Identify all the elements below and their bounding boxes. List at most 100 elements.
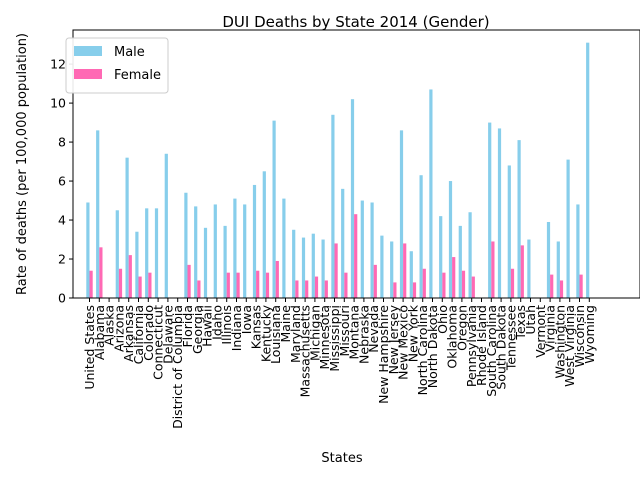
- bar-male-new-york: [409, 251, 413, 298]
- bar-female-massachusetts: [305, 280, 309, 298]
- x-tick-label: Illinois: [219, 305, 234, 345]
- bar-female-arkansas: [128, 255, 132, 298]
- bar-female-louisiana: [275, 260, 279, 298]
- bar-male-iowa: [243, 204, 247, 298]
- x-tick-label: California: [131, 305, 146, 364]
- x-tick-label: West Virginia: [562, 305, 577, 387]
- bar-male-nevada: [370, 202, 374, 298]
- bar-female-kansas: [256, 270, 260, 298]
- x-tick-label: Indiana: [229, 305, 244, 351]
- bar-male-tennessee: [507, 165, 511, 298]
- legend: Male Female: [65, 37, 169, 94]
- y-tick-label: 4: [58, 213, 66, 228]
- bar-male-south-carolina: [488, 122, 492, 298]
- bar-female-virginia: [550, 274, 554, 298]
- bar-female-nevada: [373, 264, 377, 298]
- y-axis-title: Rate of deaths (per 100,000 population): [15, 33, 30, 295]
- x-tick-label: Nevada: [366, 305, 381, 353]
- bar-female-florida: [187, 264, 191, 298]
- bar-male-north-carolina: [419, 175, 423, 298]
- bar-female-south-carolina: [491, 241, 495, 298]
- x-tick-label: Georgia: [190, 305, 205, 354]
- bar-female-new-york: [412, 282, 417, 298]
- x-tick-label: Connecticut: [151, 305, 166, 380]
- x-tick-label: Nebraska: [356, 305, 371, 364]
- bar-female-new-mexico: [403, 243, 407, 298]
- bar-male-oklahoma: [448, 181, 453, 298]
- legend-swatch-female: [74, 69, 102, 79]
- bar-male-kentucky: [262, 171, 266, 298]
- x-tick-label: Colorado: [141, 305, 156, 361]
- x-tick-label: New York: [405, 304, 420, 362]
- x-tick-label: Arkansas: [121, 305, 136, 362]
- bar-female-california: [138, 276, 142, 298]
- x-tick-label: Michigan: [307, 305, 322, 361]
- x-tick-label: New Mexico: [396, 305, 411, 380]
- y-axis-ticks: 0 2 4 6 8 10 12: [50, 57, 73, 306]
- bar-female-oregon: [461, 270, 466, 298]
- x-tick-label: New Hampshire: [376, 305, 391, 404]
- bar-male-washington: [556, 241, 560, 298]
- bar-male-hawaii: [203, 227, 208, 298]
- x-tick-label: Wisconsin: [572, 305, 587, 367]
- bar-male-new-mexico: [399, 130, 404, 298]
- bar-female-kentucky: [265, 272, 270, 298]
- bar-male-ohio: [439, 216, 443, 298]
- bar-male-montana: [350, 99, 355, 298]
- legend-label-male: Male: [114, 45, 145, 60]
- bar-male-united-states: [86, 202, 90, 298]
- x-tick-label: Montana: [347, 305, 362, 360]
- bar-female-new-jersey: [393, 282, 397, 298]
- bar-male-minnesota: [321, 239, 325, 298]
- x-tick-label: Oregon: [454, 305, 469, 351]
- x-tick-label: Louisiana: [268, 305, 283, 364]
- bar-female-wisconsin: [579, 274, 583, 298]
- bar-male-wisconsin: [576, 204, 580, 298]
- bar-male-new-jersey: [390, 241, 394, 298]
- bar-male-georgia: [194, 206, 198, 298]
- x-axis-ticks: United StatesAlabamaAlaskaArizonaArkansa…: [82, 298, 597, 429]
- bar-male-indiana: [233, 198, 237, 298]
- chart-title: DUI Deaths by State 2014 (Gender): [222, 13, 489, 31]
- bar-female-united-states: [89, 270, 93, 298]
- bar-female-colorado: [148, 272, 152, 298]
- bar-male-south-dakota: [497, 128, 502, 298]
- bar-male-massachusetts: [301, 237, 306, 298]
- x-tick-label: Pennsylvania: [464, 305, 479, 387]
- x-tick-label: Kansas: [249, 305, 264, 349]
- bar-male-kansas: [252, 184, 257, 298]
- bar-female-missouri: [344, 272, 348, 298]
- bar-male-maryland: [292, 229, 296, 298]
- x-tick-label: Maine: [278, 305, 293, 343]
- x-tick-label: Ohio: [435, 305, 450, 334]
- bar-female-oklahoma: [452, 257, 456, 298]
- x-axis-title: States: [321, 451, 362, 466]
- bars-group: [86, 42, 590, 298]
- x-tick-label: Maryland: [288, 305, 303, 363]
- x-tick-label: Minnesota: [317, 305, 332, 370]
- bar-male-california: [135, 231, 139, 298]
- x-tick-label: District of Columbia: [170, 305, 185, 429]
- bar-male-new-hampshire: [380, 235, 384, 298]
- bar-male-oregon: [458, 225, 462, 298]
- bar-male-nebraska: [360, 200, 364, 298]
- bar-male-missouri: [341, 188, 345, 298]
- x-tick-label: Virginia: [543, 305, 558, 352]
- legend-swatch-male: [74, 46, 102, 56]
- x-tick-label: Mississippi: [327, 305, 342, 372]
- bar-male-mississippi: [331, 114, 335, 298]
- x-tick-label: New Jersey: [386, 304, 401, 374]
- x-tick-label: Washington: [552, 305, 567, 378]
- y-tick-label: 8: [58, 135, 66, 150]
- bar-male-virginia: [546, 221, 551, 298]
- x-tick-label: United States: [82, 305, 97, 390]
- x-tick-label: Vermont: [533, 305, 548, 358]
- bar-female-arizona: [118, 268, 123, 298]
- bar-male-alabama: [96, 130, 100, 298]
- bar-female-washington: [559, 280, 564, 298]
- bar-female-tennessee: [510, 268, 515, 298]
- x-tick-label: Texas: [513, 305, 528, 341]
- bar-male-texas: [517, 140, 521, 298]
- y-tick-label: 12: [50, 57, 66, 72]
- bar-male-arkansas: [125, 157, 129, 298]
